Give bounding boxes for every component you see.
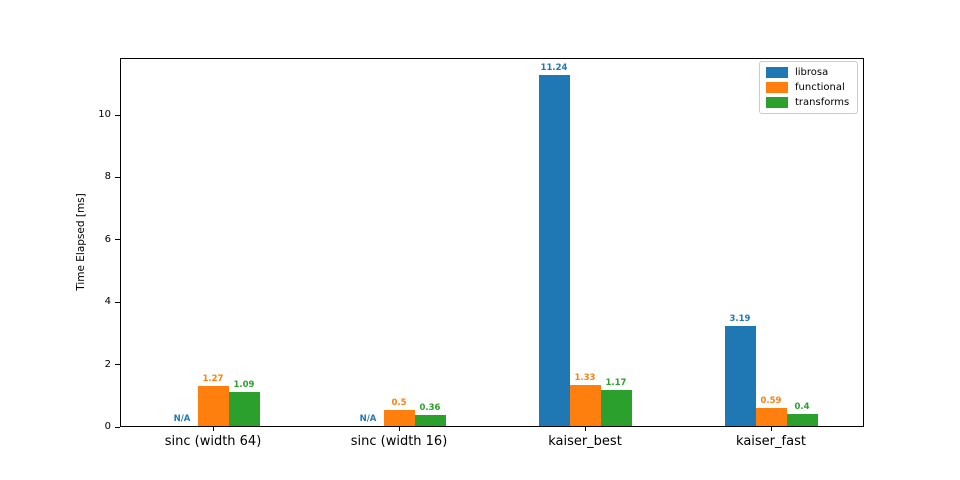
y-tick-mark bbox=[115, 301, 120, 303]
bar-librosa bbox=[538, 75, 570, 426]
x-tick-label: kaiser_best bbox=[548, 434, 622, 449]
y-tick-label: 2 bbox=[104, 358, 111, 370]
y-tick-label: 6 bbox=[104, 233, 111, 245]
bar-value-label: 11.24 bbox=[540, 63, 568, 74]
legend-label: librosa bbox=[795, 67, 829, 78]
x-tick-mark bbox=[770, 427, 772, 431]
bar-transforms bbox=[414, 414, 446, 426]
na-label: N/A bbox=[359, 414, 377, 424]
y-tick-mark bbox=[115, 176, 120, 178]
y-tick-mark bbox=[115, 364, 120, 366]
y-tick-mark bbox=[115, 114, 120, 116]
bar-value-label: 1.33 bbox=[574, 372, 596, 383]
bar-transforms bbox=[228, 392, 260, 426]
bar-value-label: 1.09 bbox=[233, 380, 255, 390]
bar-functional bbox=[569, 384, 601, 426]
bar-functional bbox=[755, 407, 787, 426]
legend: librosa functional transforms bbox=[759, 61, 859, 114]
na-label: N/A bbox=[173, 414, 191, 424]
bar-librosa bbox=[724, 326, 756, 426]
legend-swatch-icon bbox=[766, 67, 788, 78]
bar-transforms bbox=[600, 389, 632, 426]
legend-swatch-icon bbox=[766, 97, 788, 108]
y-tick-mark bbox=[115, 239, 120, 241]
x-tick-label: kaiser_fast bbox=[736, 434, 806, 449]
legend-item-librosa: librosa bbox=[766, 67, 849, 78]
bar-transforms bbox=[786, 413, 818, 426]
x-tick-mark bbox=[398, 427, 400, 431]
legend-item-transforms: transforms bbox=[766, 97, 849, 108]
bar-value-label: 0.4 bbox=[794, 401, 810, 412]
legend-item-functional: functional bbox=[766, 82, 849, 93]
x-tick-mark bbox=[212, 427, 214, 431]
bar-value-label: 1.17 bbox=[605, 377, 627, 388]
bar-functional bbox=[197, 386, 229, 426]
y-tick-mark bbox=[115, 426, 120, 428]
legend-label: functional bbox=[795, 82, 845, 93]
bar-functional bbox=[383, 410, 415, 426]
x-tick-mark bbox=[584, 427, 586, 431]
bar-value-label: 0.36 bbox=[419, 402, 441, 413]
legend-label: transforms bbox=[795, 97, 850, 108]
bar-value-label: 3.19 bbox=[729, 314, 751, 325]
y-tick-label: 4 bbox=[104, 296, 111, 308]
x-tick-label: sinc (width 16) bbox=[350, 434, 448, 449]
y-tick-label: 10 bbox=[98, 109, 111, 121]
bar-value-label: 0.59 bbox=[760, 395, 782, 406]
x-tick-label: sinc (width 64) bbox=[164, 434, 262, 449]
y-tick-label: 8 bbox=[104, 171, 111, 183]
y-tick-label: 0 bbox=[104, 421, 111, 432]
legend-swatch-icon bbox=[766, 82, 788, 93]
bar-value-label: 0.5 bbox=[391, 398, 407, 409]
bar-value-label: 1.27 bbox=[202, 374, 224, 385]
